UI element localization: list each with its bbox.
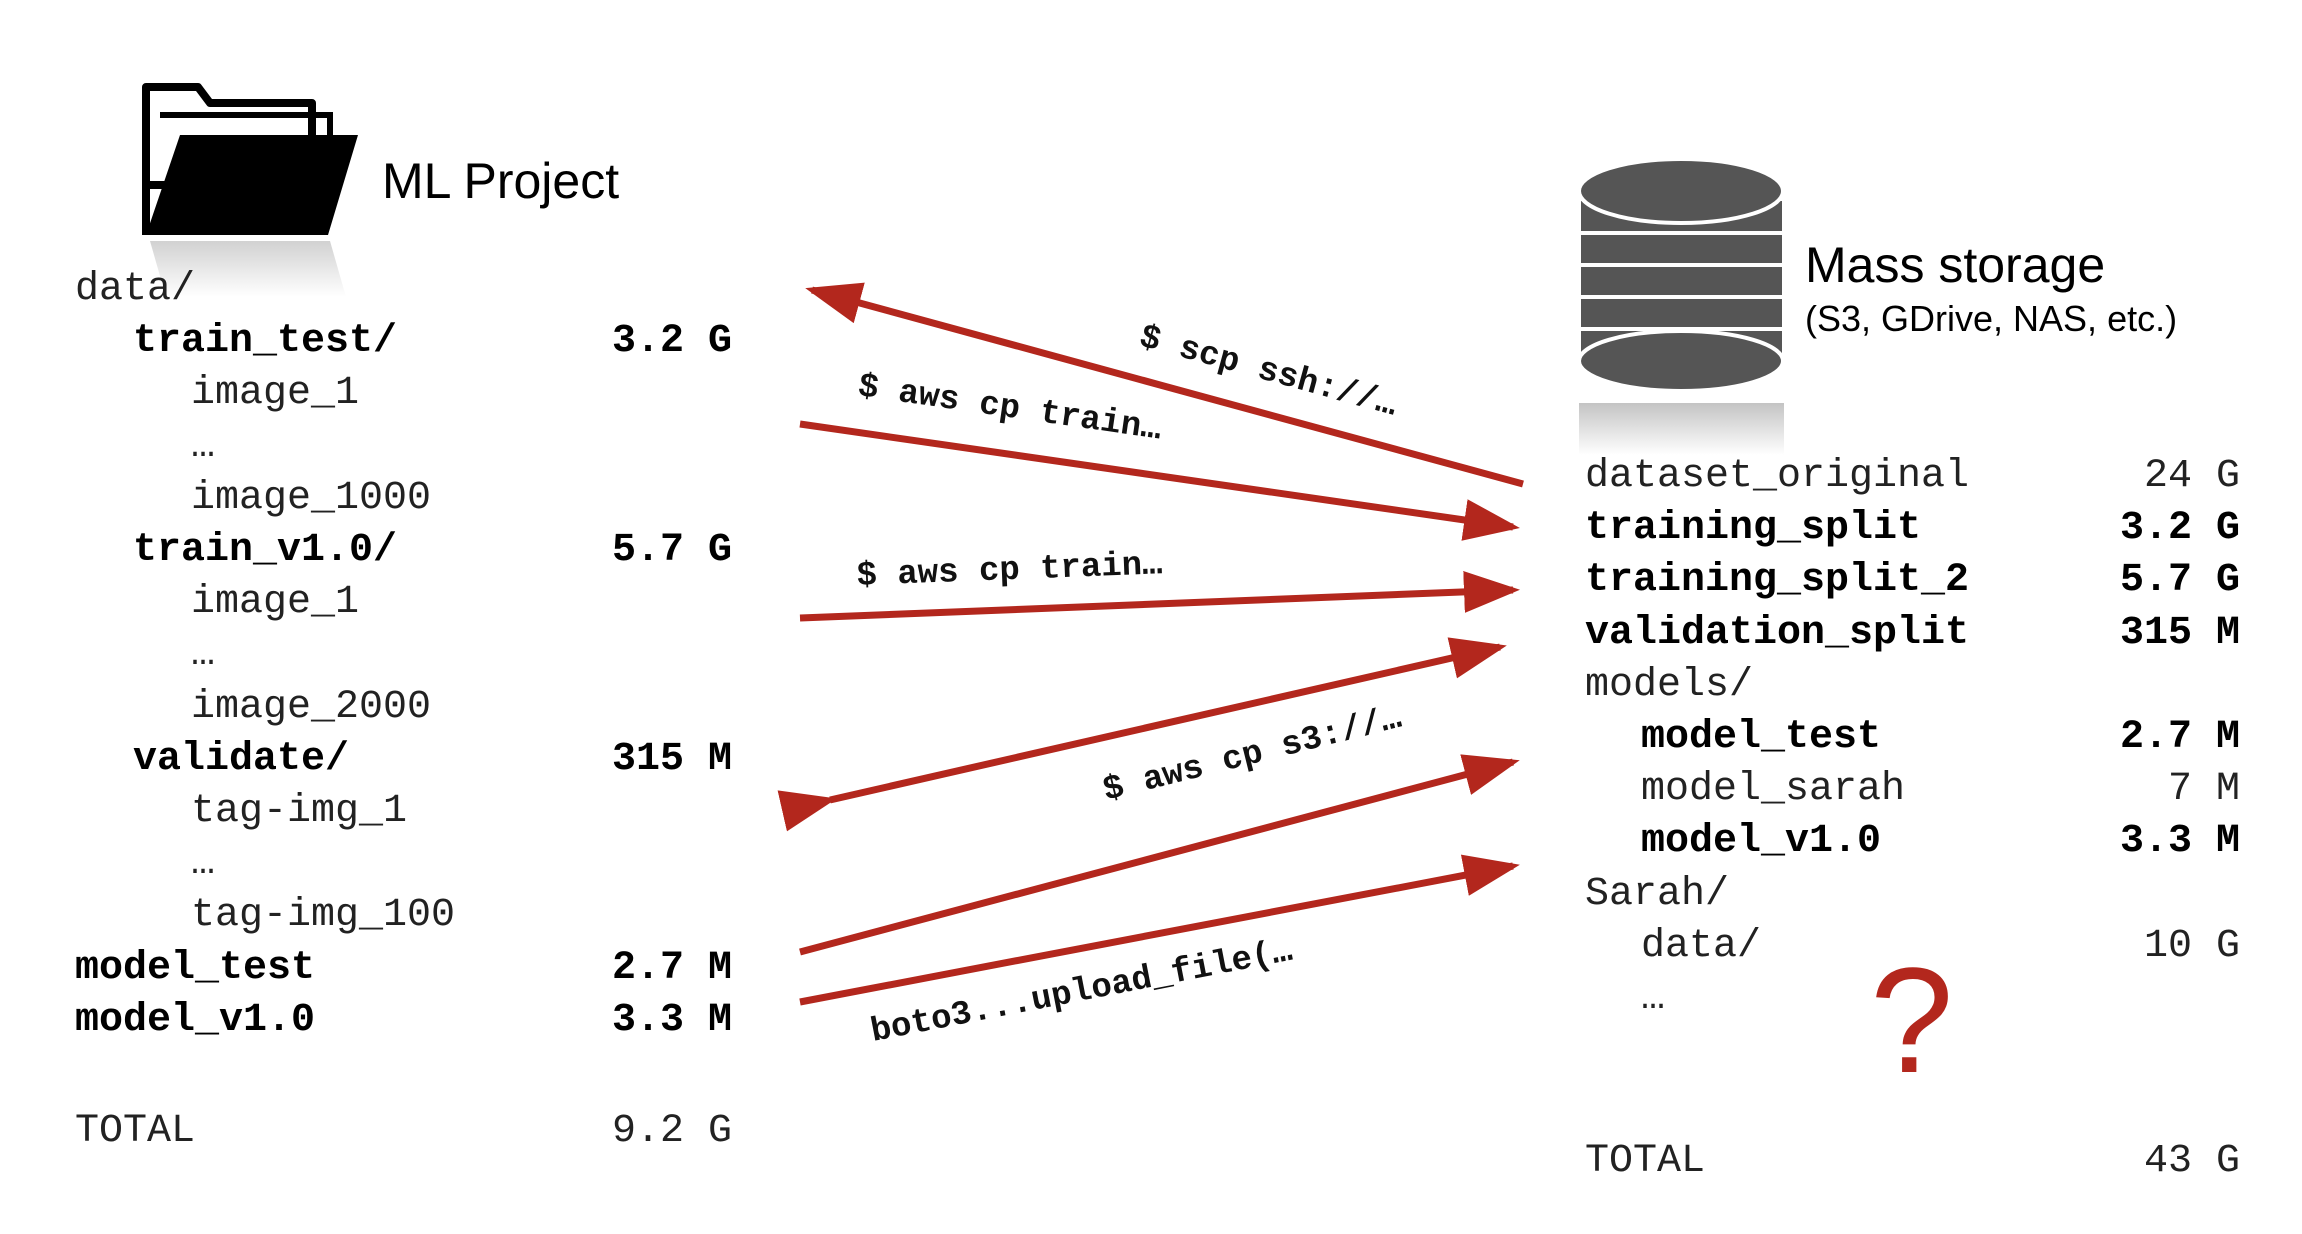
file-row: validation_split (1585, 610, 1970, 656)
file-row: tag-img_100 (191, 893, 456, 939)
file-row: model_v1.0 (75, 997, 316, 1043)
file-size: 3.3 M (2119, 819, 2240, 865)
file-size: 5.7 G (611, 528, 732, 573)
file-row: data/ (1641, 923, 1762, 969)
project-total-value: 9.2 G (611, 1109, 732, 1154)
file-row: model_sarah (1641, 767, 1906, 813)
file-row: … (191, 632, 216, 678)
file-size: 3.2 G (611, 319, 732, 365)
file-size: 24 G (2143, 454, 2240, 499)
file-row: … (191, 423, 216, 469)
file-row: image_1 (191, 371, 360, 417)
storage-total-label: TOTAL (1585, 1139, 1706, 1184)
file-size: 3.2 G (2119, 506, 2240, 552)
file-row: model_test (75, 945, 316, 991)
file-size: 315 M (611, 736, 732, 782)
file-row: training_split_2 (1585, 558, 1970, 604)
arrow-aws-cp-s3 (777, 637, 1507, 832)
file-row: image_1000 (191, 475, 432, 521)
file-size: 7 M (2167, 767, 2240, 813)
project-title: ML Project (382, 153, 620, 209)
file-row: train_test/ (133, 319, 398, 365)
folder-icon (140, 75, 370, 305)
database-icon (1574, 155, 1794, 455)
file-row: dataset_original (1585, 454, 1970, 499)
file-row: data/ (75, 267, 196, 312)
question-mark: ? (1870, 936, 1954, 1104)
arrow-project-to-storage (799, 754, 1520, 956)
file-row: validate/ (133, 736, 350, 782)
file-row: … (191, 841, 216, 887)
file-row: training_split (1585, 506, 1922, 552)
file-row: Sarah/ (1585, 871, 1730, 917)
label-aws-cp-train-2: $ aws cp train… (856, 546, 1163, 596)
file-row: image_1 (191, 580, 360, 626)
file-size: 2.7 M (2119, 715, 2240, 760)
file-size: 2.7 M (611, 945, 732, 991)
file-row: train_v1.0/ (133, 528, 398, 573)
arrow-aws-cp-train-1 (799, 420, 1520, 541)
file-row: image_2000 (191, 684, 432, 730)
file-row: tag-img_1 (191, 789, 408, 834)
storage-title: Mass storage (1805, 237, 2106, 293)
file-size: 3.3 M (611, 997, 732, 1043)
label-scp: $ scp ssh://… (1135, 319, 1401, 426)
file-row: models/ (1585, 662, 1754, 708)
arrow-boto3-upload (799, 854, 1520, 1006)
file-row: … (1641, 976, 1666, 1021)
label-aws-cp-s3: $ aws cp s3://… (1099, 700, 1405, 811)
file-row: model_test (1641, 715, 1882, 760)
storage-total-value: 43 G (2143, 1139, 2240, 1184)
file-row: model_v1.0 (1641, 819, 1882, 865)
file-size: 315 M (2119, 610, 2240, 656)
project-total-label: TOTAL (75, 1109, 196, 1154)
file-size: 10 G (2143, 923, 2240, 969)
arrow-aws-cp-train-2 (799, 570, 1520, 622)
arrow-scp (805, 282, 1524, 488)
storage-subtitle: (S3, GDrive, NAS, etc.) (1805, 298, 2178, 339)
file-size: 5.7 G (2119, 558, 2240, 604)
